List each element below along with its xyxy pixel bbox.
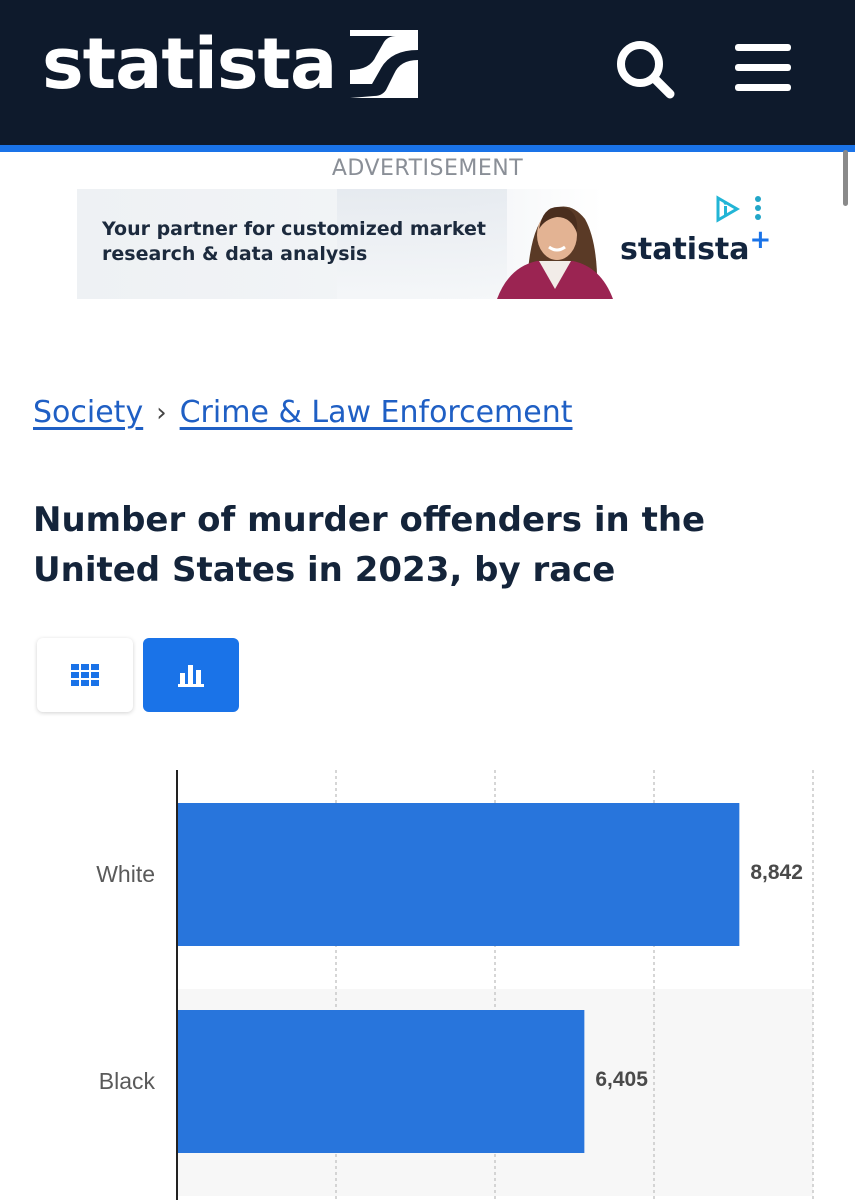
ad-copy: Your partner for customized market resea… [102, 217, 486, 267]
breadcrumb: Society › Crime & Law Enforcement [33, 395, 573, 430]
breadcrumb-link-society[interactable]: Society [33, 395, 144, 430]
search-button[interactable] [612, 36, 678, 102]
ad-banner[interactable]: Your partner for customized market resea… [77, 189, 778, 299]
ad-copy-line-2: research & data analysis [102, 243, 368, 265]
menu-button[interactable] [731, 40, 795, 96]
ad-brand: statista+ [620, 225, 771, 267]
ad-background [337, 189, 507, 299]
header-accent-stripe [0, 145, 855, 152]
logo-text: statista [42, 23, 337, 105]
top-header: statista [0, 0, 855, 145]
bar-chart: White 8,842 Black 6,405 [0, 770, 855, 1200]
breadcrumb-link-crime[interactable]: Crime & Law Enforcement [179, 395, 573, 430]
advertisement-label: ADVERTISEMENT [331, 156, 524, 181]
statista-logo-mark-icon [350, 30, 419, 98]
chart-bar-white[interactable] [177, 803, 740, 946]
chart-bar-black[interactable] [177, 1010, 585, 1153]
ad-person-photo [497, 206, 613, 299]
ad-options-icon[interactable] [753, 195, 763, 221]
chart-value-label: 8,842 [750, 860, 803, 884]
chart-category-label: White [96, 860, 155, 887]
ad-brand-plus: + [749, 225, 772, 255]
adchoices-icon[interactable] [713, 195, 741, 223]
table-grid-icon [71, 664, 99, 686]
bar-chart-icon [178, 665, 204, 687]
scrollbar-thumb[interactable] [843, 150, 848, 206]
ad-copy-line-1: Your partner for customized market [102, 218, 486, 240]
table-view-button[interactable] [37, 638, 133, 712]
chart-view-button[interactable] [143, 638, 239, 712]
breadcrumb-separator: › [156, 397, 167, 428]
search-icon [617, 41, 675, 99]
hamburger-menu-icon [735, 44, 791, 91]
ad-brand-text: statista [620, 232, 750, 267]
page-title: Number of murder offenders in the United… [33, 500, 706, 590]
bar-chart-svg [176, 770, 814, 1200]
statista-logo[interactable]: statista [42, 23, 419, 105]
chart-value-label: 6,405 [595, 1067, 648, 1091]
chart-category-label: Black [98, 1067, 155, 1094]
